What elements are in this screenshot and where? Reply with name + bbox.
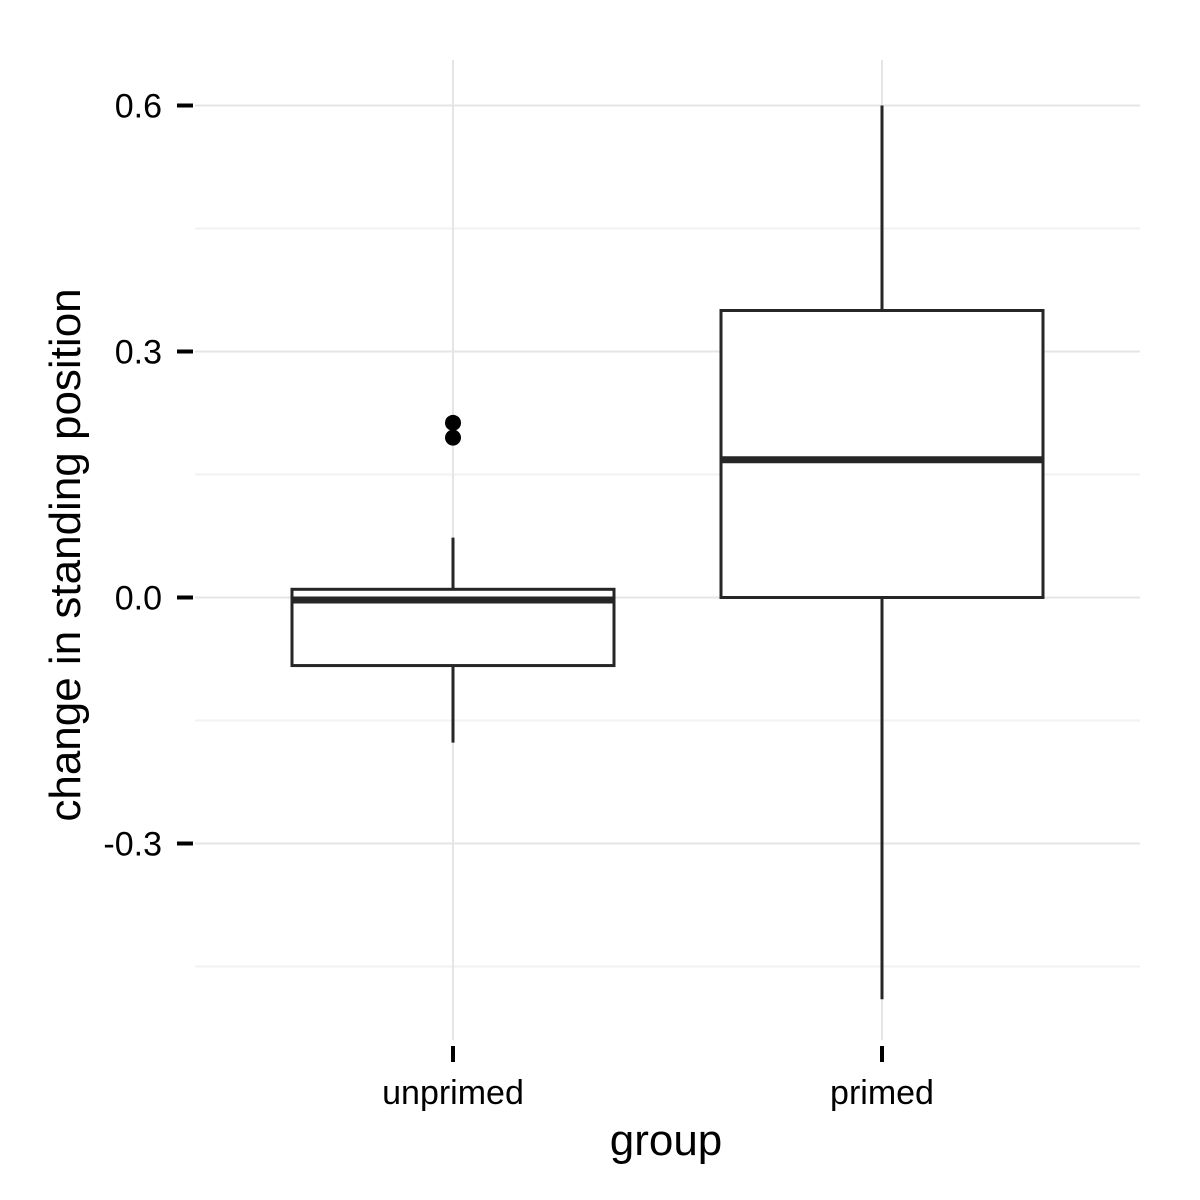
box-unprimed xyxy=(290,414,616,743)
box-primed xyxy=(719,105,1045,1000)
x-axis-title: group xyxy=(610,1116,723,1165)
iqr-box xyxy=(719,309,1045,599)
y-axis: -0.3 0.0 0.3 0.6 xyxy=(103,88,193,864)
y-tick-label: 0.3 xyxy=(115,334,162,372)
outlier-point xyxy=(445,429,461,446)
outlier-point xyxy=(445,414,461,431)
y-tick-label: 0.0 xyxy=(115,580,162,618)
y-axis-title: change in standing position xyxy=(41,288,90,821)
x-axis: unprimed primed xyxy=(382,1046,934,1112)
y-tick-label: 0.6 xyxy=(115,88,162,126)
x-tick-label: primed xyxy=(830,1074,934,1112)
x-tick-label: unprimed xyxy=(382,1074,524,1112)
boxes xyxy=(290,105,1045,1000)
y-tick-label: -0.3 xyxy=(103,826,162,864)
